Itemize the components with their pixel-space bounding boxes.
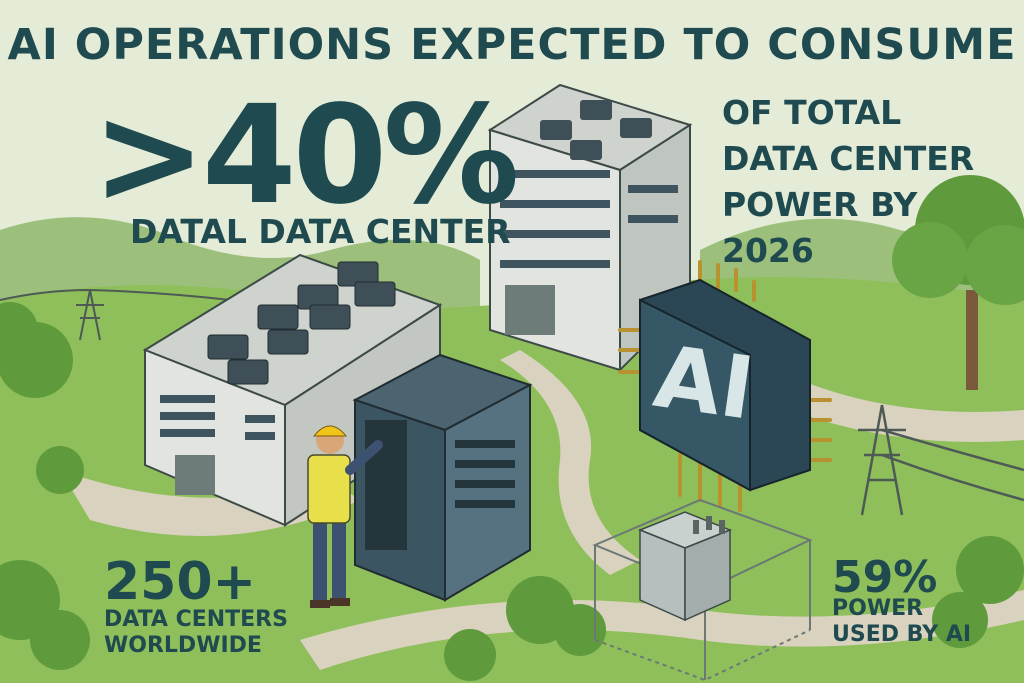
ai-power-percentage: 59% [832, 552, 938, 603]
technician-worker [307, 425, 383, 608]
right-caption-block: OF TOTAL DATA CENTER POWER BY 2026 [722, 90, 1002, 274]
server-rack-cabinet [352, 353, 533, 602]
data-centers-label-line: DATA CENTERS [104, 607, 288, 632]
power-tower-left [0, 288, 231, 341]
data-centers-count: 250+ [104, 552, 257, 612]
tree-right [892, 175, 1024, 390]
ai-power-label-line: POWER [832, 596, 924, 621]
big-stat-subtitle: DATAL DATA CENTER [130, 212, 511, 251]
ai-chip [618, 260, 832, 512]
big-percentage-stat: >40% [92, 77, 519, 235]
walking-path [500, 350, 640, 575]
right-caption-line: 2026 [722, 231, 814, 270]
data-centers-label-line: WORLDWIDE [104, 633, 262, 658]
ai-chip-label: AI [648, 327, 760, 440]
power-tower-right [858, 404, 1024, 516]
ai-power-label-line: USED BY AI [832, 622, 972, 647]
walking-path [300, 590, 1024, 670]
ai-power-label: POWER USED BY AI [832, 596, 1012, 648]
data-centers-label: DATA CENTERS WORLDWIDE [104, 607, 304, 659]
right-caption-line: POWER BY [722, 185, 918, 224]
electrical-substation [592, 498, 813, 682]
walking-path [790, 380, 1024, 442]
right-caption-line: OF TOTAL [722, 93, 902, 132]
headline: AI OPERATIONS EXPECTED TO CONSUME [7, 20, 1017, 70]
right-caption-line: DATA CENTER [722, 139, 975, 178]
bushes [0, 302, 1024, 681]
